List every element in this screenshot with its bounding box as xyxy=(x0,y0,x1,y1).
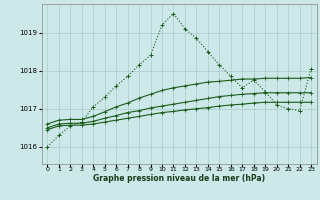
X-axis label: Graphe pression niveau de la mer (hPa): Graphe pression niveau de la mer (hPa) xyxy=(93,174,265,183)
